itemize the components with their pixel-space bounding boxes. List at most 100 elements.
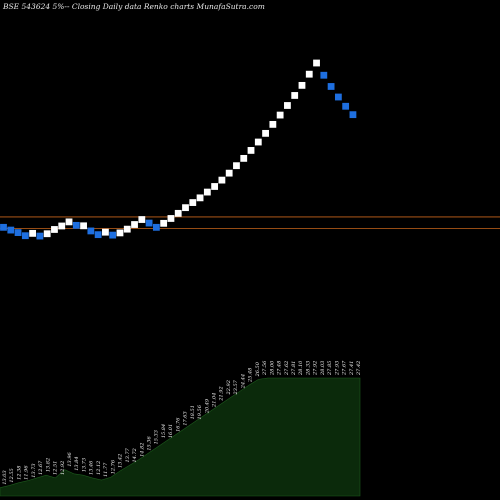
renko-brick <box>123 225 131 233</box>
renko-brick <box>102 228 109 236</box>
volume-label: 13.84 <box>74 456 80 470</box>
renko-brick <box>320 71 328 79</box>
renko-brick <box>0 223 7 231</box>
volume-label: 24.44 <box>240 374 246 389</box>
volume-label: 27.62 <box>284 361 290 376</box>
renko-brick <box>218 176 226 184</box>
renko-brick <box>94 231 102 239</box>
renko-brick <box>109 231 117 239</box>
renko-brick <box>182 204 189 212</box>
volume-label: 12.51 <box>53 461 59 475</box>
volume-label: 14.72 <box>132 448 138 462</box>
renko-brick <box>291 92 299 99</box>
volume-label: 19.56 <box>197 404 203 419</box>
renko-brick <box>14 229 22 236</box>
renko-brick <box>152 223 160 231</box>
renko-brick <box>116 229 124 237</box>
renko-brick <box>269 120 277 128</box>
volume-label: 12.67 <box>38 460 44 475</box>
volume-label: 18.51 <box>190 405 196 419</box>
renko-brick <box>145 219 153 227</box>
renko-brick <box>21 232 29 240</box>
volume-label: 26.50 <box>255 361 261 377</box>
volume-label: 13.73 <box>81 458 87 472</box>
renko-brick <box>189 199 197 206</box>
renko-brick <box>196 194 204 202</box>
renko-brick <box>327 83 335 90</box>
volume-label: 27.67 <box>342 360 348 376</box>
renko-brick <box>203 188 211 196</box>
volume-label: 28.03 <box>320 361 326 376</box>
renko-brick <box>43 230 51 238</box>
volume-panel <box>0 377 361 497</box>
volume-label: 14.82 <box>139 443 145 457</box>
volume-label: 23.57 <box>233 379 239 395</box>
renko-brick <box>160 219 168 227</box>
volume-label: 13.82 <box>45 458 51 472</box>
renko-brick <box>58 222 66 230</box>
volume-label: 16.01 <box>168 424 174 438</box>
renko-brick <box>305 70 313 78</box>
volume-label: 27.81 <box>291 361 297 376</box>
volume-labels: 13.03 12.55 12.38 11.96 13.73 12.67 13.82 12.51… <box>2 360 362 485</box>
volume-label: 13.42 <box>118 454 124 468</box>
volume-label: 12.12 <box>96 461 102 475</box>
renko-brick <box>298 81 306 89</box>
volume-label: 20.49 <box>204 398 210 414</box>
volume-label: 12.55 <box>9 468 15 482</box>
volume-label: 13.46 <box>89 460 95 475</box>
volume-label: 27.41 <box>349 361 355 376</box>
renko-brick <box>51 226 58 233</box>
volume-label: 12.76 <box>110 459 116 474</box>
renko-bricks <box>0 59 357 240</box>
renko-brick <box>87 227 95 235</box>
renko-brick <box>262 129 269 137</box>
volume-label: 15.33 <box>154 430 160 444</box>
renko-brick <box>167 215 175 222</box>
renko-brick <box>225 169 233 177</box>
renko-brick <box>240 154 248 162</box>
volume-label: 21.92 <box>219 386 225 401</box>
volume-label: 15.84 <box>161 424 167 438</box>
renko-brick <box>342 102 350 110</box>
volume-label: 22.92 <box>226 380 232 395</box>
volume-label: 28.10 <box>298 360 304 376</box>
renko-brick <box>65 218 73 226</box>
volume-label: 11.96 <box>24 465 30 480</box>
renko-brick <box>80 222 87 230</box>
renko-brick <box>131 221 138 228</box>
renko-brick <box>276 111 284 119</box>
renko-brick <box>247 147 255 154</box>
volume-label: 11.77 <box>103 462 109 477</box>
volume-label: 28.33 <box>305 361 311 376</box>
renko-brick <box>334 93 342 101</box>
renko-brick <box>138 216 146 223</box>
renko-brick <box>313 59 320 67</box>
volume-label: 12.92 <box>60 461 66 475</box>
volume-label: 27.48 <box>277 361 283 376</box>
renko-brick <box>72 221 80 229</box>
renko-brick <box>174 209 182 217</box>
renko-brick <box>233 162 240 170</box>
renko-brick <box>349 111 357 119</box>
chart-title: BSE 543624 5%-- Closing Daily data Renko… <box>3 2 265 11</box>
renko-brick <box>7 226 15 234</box>
renko-brick <box>254 138 262 146</box>
volume-label: 27.85 <box>327 361 333 376</box>
volume-area <box>0 377 361 497</box>
renko-brick <box>36 232 44 240</box>
volume-label: 27.92 <box>313 361 319 376</box>
volume-label: 16.76 <box>175 417 181 432</box>
volume-label: 28.00 <box>269 360 275 376</box>
volume-label: 27.93 <box>334 361 340 376</box>
volume-label: 27.42 <box>356 361 362 376</box>
volume-label: 21.04 <box>212 393 218 408</box>
renko-brick <box>29 229 37 237</box>
volume-label: 13.77 <box>125 447 131 462</box>
volume-label: 17.63 <box>183 411 189 425</box>
volume-label: 15.36 <box>146 436 152 451</box>
volume-label: 27.56 <box>262 360 268 376</box>
renko-brick <box>284 102 291 109</box>
